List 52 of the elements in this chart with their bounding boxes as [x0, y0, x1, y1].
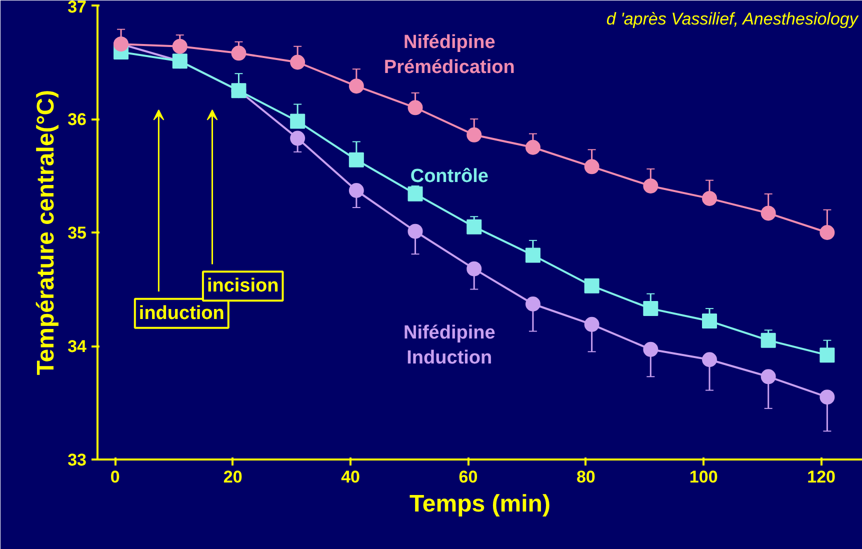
point	[290, 130, 306, 146]
series-label: Nifédipine Prémédication	[384, 32, 515, 78]
point	[408, 100, 423, 116]
point	[643, 301, 658, 316]
point	[466, 219, 482, 234]
point	[760, 332, 776, 348]
annotation: incision	[206, 276, 279, 297]
point	[172, 38, 188, 54]
point	[760, 206, 776, 221]
y-tick-label: 34	[68, 337, 88, 356]
x-tick-label: 100	[689, 468, 718, 486]
point	[525, 248, 540, 263]
point	[643, 342, 658, 357]
point	[643, 178, 658, 194]
point	[760, 369, 776, 384]
series-label: Nifédipine Induction	[403, 322, 496, 369]
annotation: induction	[138, 302, 224, 324]
y-tick-label: 36	[68, 110, 87, 129]
annotation: d 'après Vassilief, Anesthesiology	[606, 10, 860, 28]
point	[584, 316, 600, 332]
point	[820, 390, 835, 405]
point	[348, 78, 364, 94]
x-tick-label: 20	[223, 468, 242, 486]
y-tick-label: 37	[68, 0, 87, 16]
x-tick-label: 0	[110, 468, 120, 486]
point	[702, 314, 717, 329]
point	[584, 159, 600, 174]
x-tick-label: 60	[458, 468, 478, 486]
y-tick-label: 35	[68, 224, 87, 242]
point	[820, 348, 835, 363]
series-label: Contrôle	[410, 166, 488, 188]
point	[525, 140, 540, 155]
y-axis-title: Température centrale(°C)	[32, 90, 60, 376]
x-tick-label: 120	[807, 468, 836, 486]
point	[408, 224, 423, 239]
point	[466, 127, 482, 142]
point	[348, 152, 364, 168]
point	[584, 278, 600, 294]
point	[702, 352, 717, 368]
point	[702, 190, 717, 206]
point	[466, 261, 482, 276]
point	[820, 225, 835, 240]
y-tick-label: 33	[68, 450, 87, 470]
point	[290, 54, 306, 70]
x-axis-title: Temps (min)	[410, 490, 550, 518]
point	[290, 114, 306, 129]
point	[231, 46, 246, 61]
x-tick-label: 80	[576, 468, 596, 486]
point	[408, 186, 423, 202]
x-tick-label: 40	[341, 468, 360, 486]
point	[348, 183, 364, 198]
point	[525, 296, 540, 312]
